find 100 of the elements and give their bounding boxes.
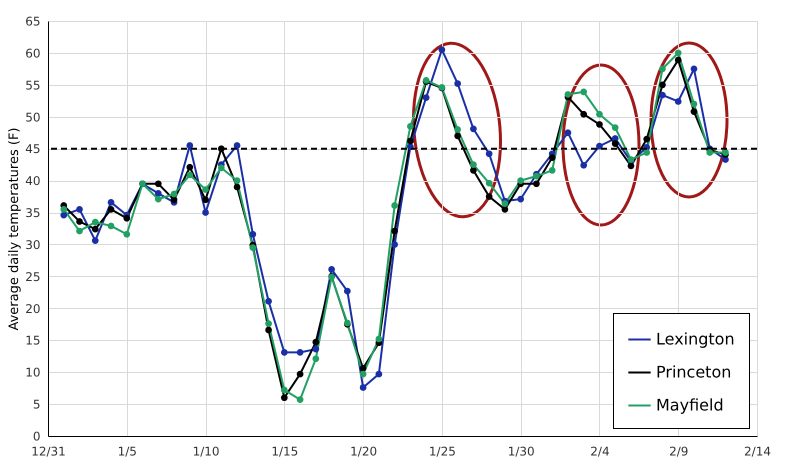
x-tick-label: 1/5 [118,444,137,458]
point [186,172,194,178]
point [312,338,320,346]
point [596,142,603,150]
x-tick-label: 2/4 [590,444,610,458]
point [123,230,130,238]
point [674,56,682,64]
y-tick-label: 10 [25,366,40,380]
y-tick-label: 60 [25,46,40,60]
point [344,288,351,294]
point [486,180,493,187]
point [234,142,240,149]
point [628,162,634,170]
y-tick-label: 40 [25,174,40,188]
point [376,370,382,378]
y-tick-label: 20 [25,302,40,316]
point [92,218,99,226]
y-tick-label: 35 [25,206,40,220]
point [265,320,272,327]
point [76,228,83,234]
point [280,349,288,356]
y-tick-label: 45 [25,142,40,156]
y-axis-title: Average daily temperatures (F) [7,127,22,331]
point [170,196,178,204]
point [249,244,256,251]
point [234,184,240,190]
point [391,228,398,234]
point [60,212,68,218]
y-tick-label: 55 [25,78,40,92]
x-tick-label: 2/9 [669,444,688,458]
point [422,94,430,101]
point [360,370,366,378]
point [296,370,304,378]
x-tick-label: 12/31 [31,444,66,458]
point [265,326,272,334]
point [108,198,114,206]
y-tick-label: 15 [25,334,40,348]
x-tick-label: 1/15 [271,444,298,458]
point [674,98,682,105]
x-tick-label: 1/10 [192,444,220,458]
legend-label: Princeton [656,362,732,382]
y-tick-label: 25 [25,270,40,284]
point [690,66,698,72]
point [580,110,588,118]
y-tick-label: 30 [25,238,40,252]
point [76,206,83,213]
point [202,209,209,216]
x-tick-label: 2/14 [744,444,771,458]
point [296,349,304,356]
point [186,142,194,149]
point [548,154,556,161]
point [706,149,714,156]
point [249,230,256,238]
point [154,190,162,197]
point [690,108,698,116]
point [296,396,304,403]
point [564,129,572,136]
point [612,140,619,147]
point [391,202,398,209]
point [643,149,650,156]
point [265,298,272,305]
y-tick-label: 50 [25,110,40,124]
point [280,394,288,402]
point [108,222,114,230]
point [218,164,225,172]
point [202,196,209,204]
point [580,88,588,96]
point [108,206,114,213]
x-tick-label: 1/25 [428,444,456,458]
point [123,214,130,222]
point [202,186,209,193]
point [659,82,666,88]
point [234,177,240,184]
point [186,164,194,171]
point [502,206,508,213]
point [486,150,493,158]
y-tick-label: 0 [32,430,40,444]
point [517,177,524,184]
point [643,136,650,142]
point [564,91,572,98]
point [454,132,461,140]
point [376,336,382,342]
x-tick-label: 1/30 [508,444,535,458]
point [454,126,461,133]
point [76,218,83,225]
point [454,80,461,87]
point [328,266,335,273]
point [280,386,288,394]
point [690,100,698,108]
point [438,46,446,54]
point [470,126,477,132]
point [596,121,603,128]
point [407,123,414,130]
y-tick-label: 65 [25,14,40,28]
point [360,364,366,372]
point [60,206,68,213]
point [533,180,540,188]
point [612,124,619,131]
point [154,196,162,202]
point [170,190,178,198]
